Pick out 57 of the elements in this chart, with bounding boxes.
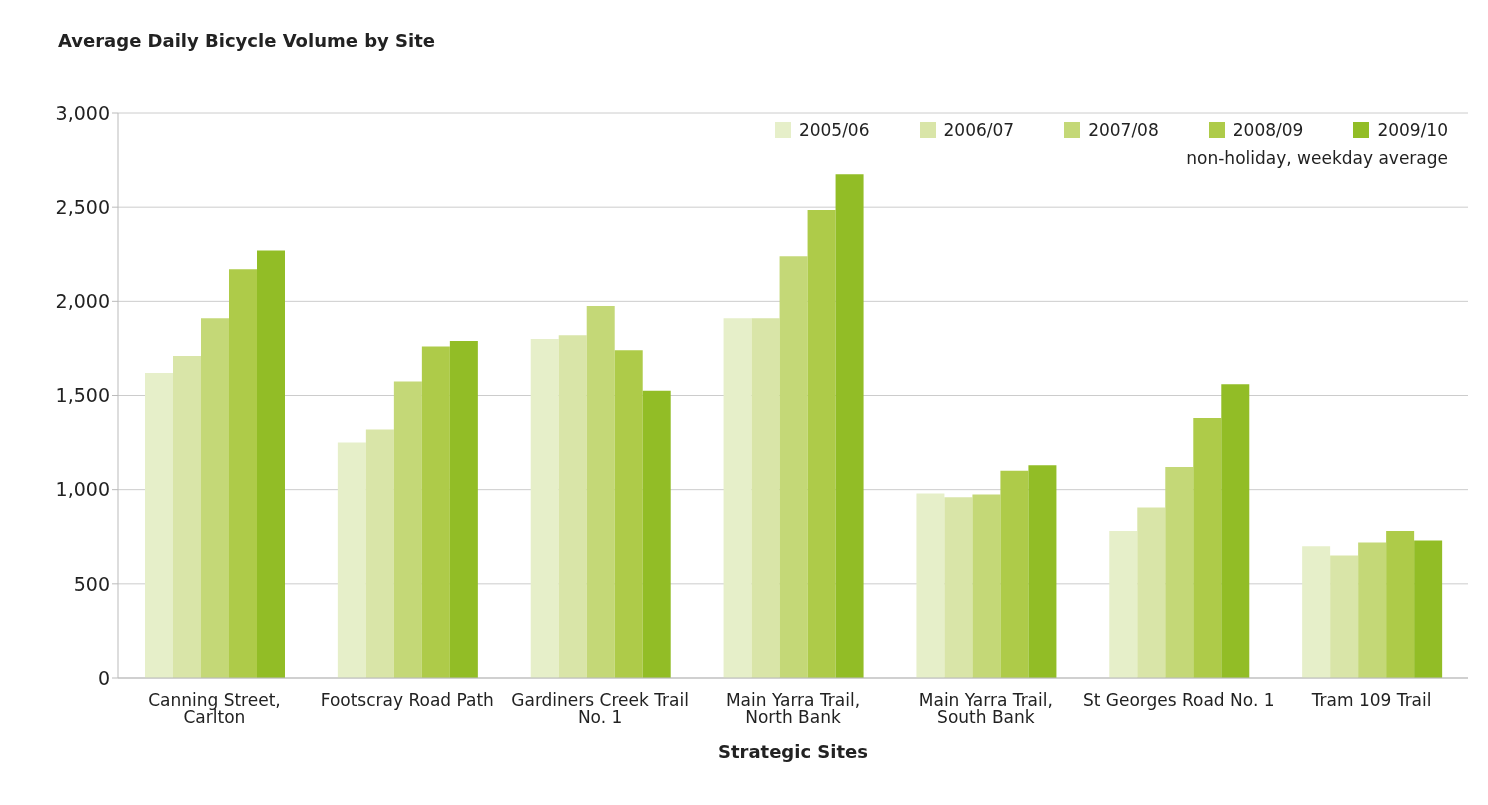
- x-tick-label: Tram 109 Trail: [1310, 690, 1432, 711]
- bar: [1414, 540, 1443, 678]
- legend-label: 2009/10: [1376, 120, 1448, 140]
- bar: [173, 355, 201, 678]
- x-axis-title: Strategic Sites: [717, 741, 869, 762]
- x-tick-label: Gardiners Creek Trail No. 1: [511, 690, 689, 728]
- bar: [807, 209, 836, 678]
- annotation: non-holiday, weekday average: [1186, 148, 1448, 168]
- chart-title: Average Daily Bicycle Volume by Site: [58, 30, 436, 51]
- bar: [614, 350, 643, 678]
- bar: [201, 318, 229, 678]
- bar: [835, 174, 864, 678]
- bar: [1221, 384, 1250, 678]
- y-tick-label: 2,000: [55, 290, 110, 313]
- bar: [337, 442, 366, 678]
- bar: [1028, 465, 1057, 678]
- legend-label: 2006/07: [942, 120, 1015, 140]
- bar: [1000, 470, 1029, 678]
- bar: [1109, 531, 1138, 678]
- bar: [916, 493, 945, 678]
- x-tick-label: Canning Street, Carlton: [148, 690, 281, 728]
- bar: [145, 372, 173, 678]
- bar: [642, 390, 671, 678]
- bar: [944, 497, 973, 678]
- bar: [723, 318, 752, 678]
- bar: [1302, 546, 1331, 678]
- x-tick-label: St Georges Road No. 1: [1082, 690, 1275, 711]
- y-tick-label: 1,000: [55, 478, 110, 501]
- bar: [972, 494, 1001, 678]
- y-tick-label: 3,000: [55, 101, 110, 124]
- bar: [449, 340, 478, 678]
- bar: [421, 346, 450, 678]
- legend-label: 2008/09: [1231, 120, 1304, 140]
- bar: [586, 306, 615, 678]
- x-tick-label: Footscray Road Path: [320, 690, 494, 711]
- bar: [1137, 507, 1166, 678]
- bar: [530, 339, 559, 678]
- bar: [1386, 531, 1415, 678]
- bar: [779, 256, 808, 678]
- y-tick-label: 500: [73, 572, 110, 595]
- bar: [1165, 467, 1194, 678]
- bar: [229, 269, 257, 678]
- legend-label: 2005/06: [797, 120, 870, 140]
- bar: [1193, 418, 1222, 678]
- bar: [1358, 542, 1387, 678]
- bar: [1330, 555, 1359, 678]
- y-tick-label: 2,500: [55, 195, 110, 218]
- x-tick-label: Main Yarra Trail, North Bank: [725, 690, 861, 728]
- bar: [365, 429, 394, 678]
- y-tick-label: 0: [97, 666, 110, 689]
- bar: [393, 381, 422, 678]
- bar: [751, 318, 780, 678]
- legend-label: 2007/08: [1087, 120, 1159, 140]
- bar: [558, 335, 587, 678]
- bar: [257, 250, 285, 678]
- y-tick-label: 1,500: [55, 384, 110, 407]
- x-tick-label: Main Yarra Trail, South Bank: [918, 690, 1053, 728]
